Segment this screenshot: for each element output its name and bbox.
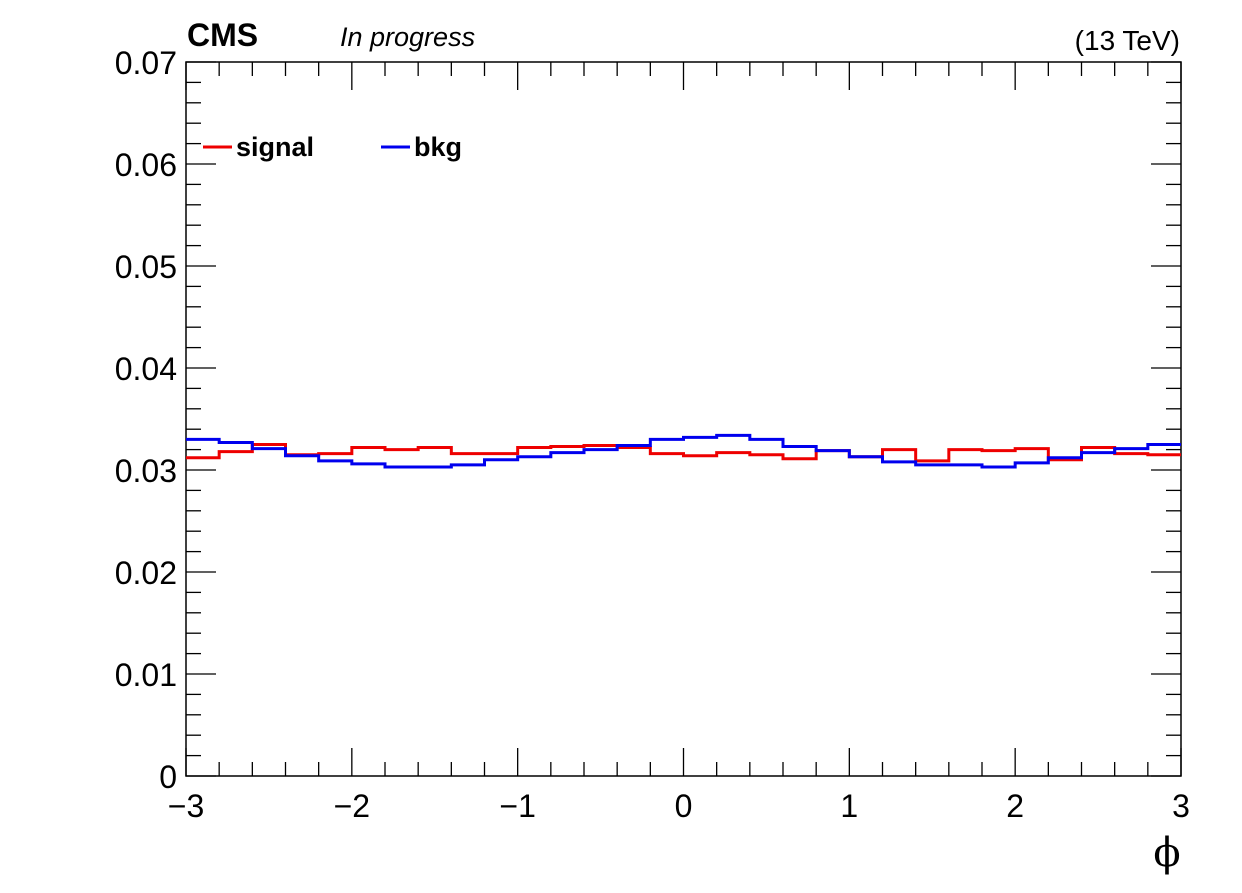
y-tick-label: 0.04: [115, 351, 177, 387]
x-tick-label: −3: [168, 788, 204, 824]
experiment-label: CMS: [187, 17, 258, 53]
x-tick-labels: −3 −2 −1 0 1 2 3: [168, 788, 1190, 824]
y-tick-label: 0: [159, 759, 177, 795]
y-tick-label: 0.01: [115, 657, 177, 693]
x-axis-label: ϕ: [1153, 830, 1180, 876]
series-bkg-line: [186, 433, 1181, 469]
legend: signal bkg: [203, 132, 462, 162]
x-tick-label: 3: [1172, 788, 1190, 824]
x-tick-label: −2: [334, 788, 370, 824]
x-tick-label: −1: [499, 788, 535, 824]
axis-ticks: [185, 61, 1182, 777]
x-tick-label: 2: [1006, 788, 1024, 824]
energy-label: (13 TeV): [1075, 25, 1180, 56]
plot-frame: [185, 61, 1182, 777]
series-signal-line: [186, 443, 1181, 463]
y-tick-labels: 0 0.01 0.02 0.03 0.04 0.05 0.06 0.07: [115, 45, 177, 795]
y-tick-label: 0.03: [115, 453, 177, 489]
legend-bkg-label: bkg: [414, 132, 462, 162]
series-layer: [186, 433, 1181, 469]
y-tick-label: 0.06: [115, 147, 177, 183]
legend-signal-label: signal: [236, 132, 314, 162]
x-tick-label: 1: [840, 788, 858, 824]
y-tick-label: 0.07: [115, 45, 177, 81]
y-tick-label: 0.02: [115, 555, 177, 591]
status-label: In progress: [340, 22, 475, 52]
y-tick-label: 0.05: [115, 249, 177, 285]
x-tick-label: 0: [675, 788, 693, 824]
